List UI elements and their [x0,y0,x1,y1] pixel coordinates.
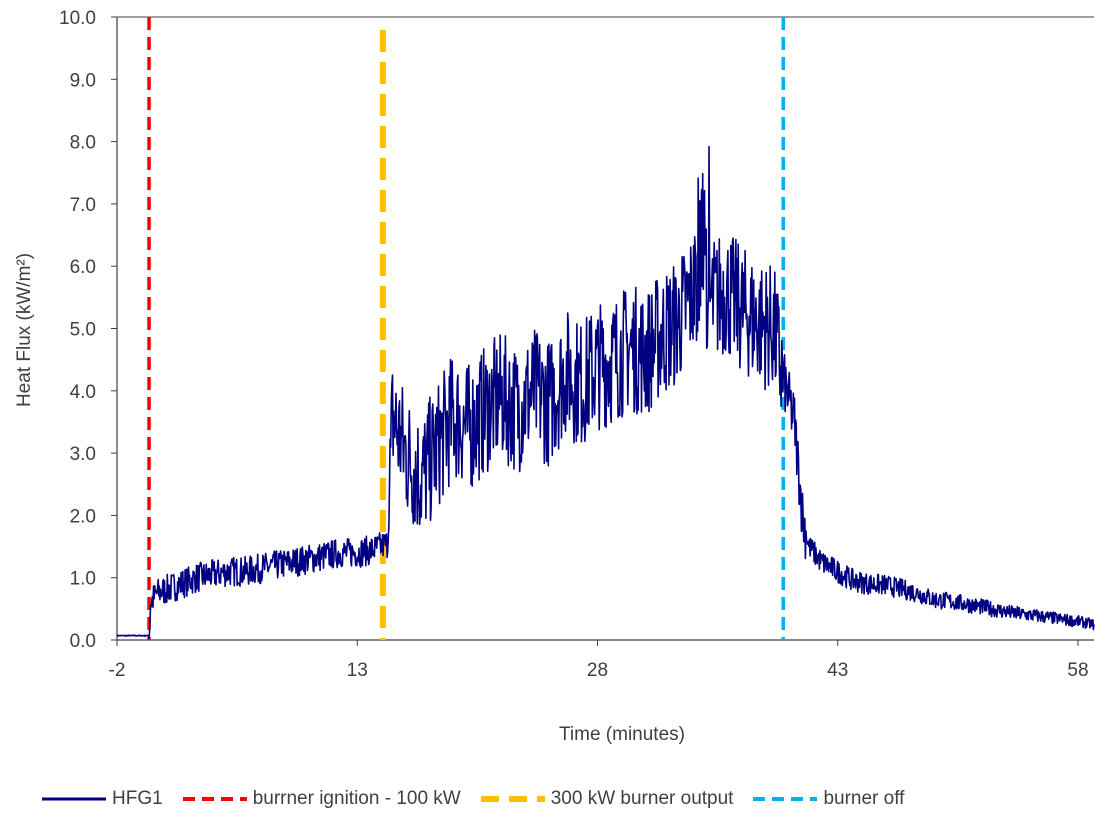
y-tick-label: 6.0 [70,257,96,278]
chart-legend: HFG1 burrner ignition - 100 kW 300 kW bu… [40,786,904,812]
legend-label-ignition: burrner ignition - 100 kW [252,788,461,809]
y-tick-label: 3.0 [70,444,96,465]
y-tick-label: 0.0 [70,631,96,652]
legend-item-burner-off: burner off [751,788,904,810]
y-tick-label: 10.0 [59,8,96,29]
plot-area [116,145,1095,640]
y-tick-label: 9.0 [70,70,96,91]
x-axis-title: Time (minutes) [559,724,685,745]
legend-item-hfg1: HFG1 [40,788,163,810]
y-tick-label: 5.0 [70,320,96,341]
legend-item-ignition: burrner ignition - 100 kW [181,788,461,810]
y-tick-label: 2.0 [70,506,96,527]
y-tick-label: 8.0 [70,133,96,154]
x-tick-label: 43 [827,660,848,681]
x-tick-label: 13 [347,660,368,681]
legend-label-300kw: 300 kW burner output [550,788,734,809]
legend-label-hfg1: HFG1 [112,788,163,809]
y-tick-label: 4.0 [70,382,96,403]
y-tick-label: 7.0 [70,195,96,216]
legend-swatch-burner-off [753,797,818,801]
y-axis-title: Heat Flux (kW/m²) [14,253,35,407]
x-tick-label: 58 [1067,660,1088,681]
legend-label-burner-off: burner off [823,788,905,809]
series-line-hfg1 [116,145,1095,640]
x-tick-label: -2 [109,660,126,681]
y-tick-label: 1.0 [70,569,96,590]
legend-swatch-ignition [182,797,247,801]
legend-swatch-300kw [480,796,545,802]
legend-item-300kw: 300 kW burner output [479,788,734,810]
x-tick-label: 28 [587,660,608,681]
legend-swatch-hfg1 [42,797,106,801]
axes: 0.0 1.0 2.0 3.0 4.0 5.0 6.0 7.0 8.0 9.0 10.0 -2 13 28… [59,8,1094,681]
event-lines [147,17,786,640]
